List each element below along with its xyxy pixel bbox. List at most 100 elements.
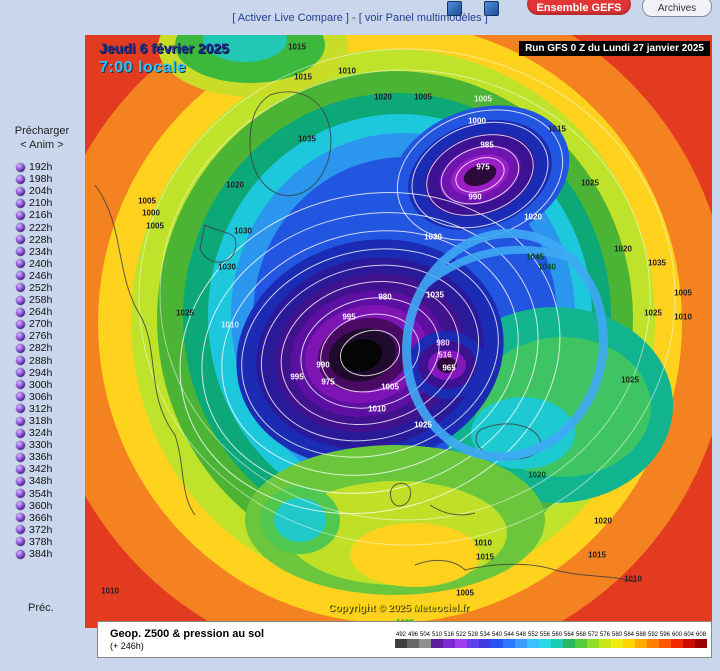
link-live-compare[interactable]: [ Activer Live Compare ]: [232, 12, 349, 24]
timestep-360h[interactable]: 360h: [16, 500, 52, 512]
pressure-label: 1025: [644, 308, 662, 318]
timestep-ball-icon: [16, 537, 25, 547]
pressure-label: 990: [468, 192, 482, 202]
timestep-264h[interactable]: 264h: [16, 306, 52, 318]
timestep-198h[interactable]: 198h: [16, 173, 52, 185]
timestep-282h[interactable]: 282h: [16, 342, 52, 354]
pressure-label: 1015: [294, 72, 312, 82]
timestep-228h[interactable]: 228h: [16, 234, 52, 246]
timestep-372h[interactable]: 372h: [16, 524, 52, 536]
preload-label[interactable]: Précharger: [14, 125, 70, 137]
timestep-294h[interactable]: 294h: [16, 367, 52, 379]
timestep-204h[interactable]: 204h: [16, 185, 52, 197]
timestep-300h[interactable]: 300h: [16, 379, 52, 391]
timestep-222h[interactable]: 222h: [16, 221, 52, 234]
pressure-label: 1000: [142, 208, 160, 218]
timestep-label: 204h: [29, 185, 53, 198]
annotation-circle: [402, 228, 608, 462]
timestep-210h[interactable]: 210h: [16, 197, 52, 209]
timestep-384h[interactable]: 384h: [16, 548, 52, 560]
pressure-label: 1025: [414, 420, 432, 430]
timestep-366h[interactable]: 366h: [16, 512, 52, 524]
timestep-216h[interactable]: 216h: [16, 209, 52, 221]
legend-cell: 580: [611, 631, 623, 648]
timestep-312h[interactable]: 312h: [16, 403, 52, 415]
timestep-ball-icon: [16, 295, 25, 305]
pressure-labels: 1015 1015 1010 1020 1005 1005 1000 985 975 990 101…: [85, 35, 712, 628]
prec-label[interactable]: Préc.: [28, 602, 54, 614]
timestep-label: 348h: [29, 475, 53, 488]
pressure-label: 995: [342, 312, 356, 322]
timestep-ball-icon: [16, 210, 25, 220]
pressure-label: 1010: [368, 404, 386, 414]
timestep-ball-icon: [16, 525, 25, 535]
legend-cell: 568: [575, 631, 587, 648]
toolbar-icon-2[interactable]: [484, 1, 499, 16]
timestep-label: 252h: [29, 281, 53, 294]
archives-button[interactable]: Archives: [642, 0, 712, 17]
timestep-378h[interactable]: 378h: [16, 536, 52, 548]
pressure-label: 1010: [338, 66, 356, 76]
pressure-label: 1015: [548, 124, 566, 134]
timestep-label: 324h: [29, 427, 53, 440]
pressure-label: 1005: [146, 221, 164, 231]
timestep-348h[interactable]: 348h: [16, 475, 52, 487]
pressure-label: 1020: [374, 92, 392, 102]
timestep-234h[interactable]: 234h: [16, 246, 52, 258]
timestep-342h[interactable]: 342h: [16, 463, 52, 475]
pressure-label: 965: [442, 363, 456, 373]
pressure-label: 1010: [221, 320, 239, 330]
pressure-label: 985: [480, 140, 494, 150]
timestep-label: 354h: [29, 487, 53, 500]
legend-cell: 548: [515, 631, 527, 648]
pressure-label: 1025: [581, 178, 599, 188]
top-links-bar: [ Activer Live Compare ] - [ voir Panel …: [232, 12, 488, 24]
timestep-270h[interactable]: 270h: [16, 318, 52, 330]
timestep-label: 312h: [29, 402, 53, 415]
map-date-line1: Jeudi 6 février 2025: [99, 40, 229, 56]
ensemble-gefs-button[interactable]: Ensemble GEFS: [527, 0, 631, 15]
timestep-label: 294h: [29, 366, 53, 379]
link-panel-multimodel[interactable]: [ voir Panel multimodèles ]: [358, 12, 488, 24]
legend-cell: 540: [491, 631, 503, 648]
timestep-330h[interactable]: 330h: [16, 439, 52, 451]
timestep-ball-icon: [16, 162, 25, 172]
pressure-label: 1030: [234, 226, 252, 236]
timestep-354h[interactable]: 354h: [16, 488, 52, 500]
legend-cell: 600: [671, 631, 683, 648]
timestep-324h[interactable]: 324h: [16, 427, 52, 439]
pressure-label: 1025: [176, 308, 194, 318]
legend-cell: 584: [623, 631, 635, 648]
legend-cell: 492: [395, 631, 407, 648]
pressure-label: 516: [438, 350, 452, 360]
timestep-258h[interactable]: 258h: [16, 294, 52, 306]
pressure-label: 1020: [594, 516, 612, 526]
legend-cell: 576: [599, 631, 611, 648]
timestep-label: 300h: [29, 378, 53, 391]
legend-cell: 604: [683, 631, 695, 648]
timestep-label: 258h: [29, 294, 53, 307]
legend-cell: 564: [563, 631, 575, 648]
legend-cell: 596: [659, 631, 671, 648]
timestep-ball-icon: [16, 283, 25, 293]
timestep-ball-icon: [16, 452, 25, 462]
timestep-276h[interactable]: 276h: [16, 330, 52, 342]
timestep-318h[interactable]: 318h: [16, 415, 52, 427]
weather-map[interactable]: Jeudi 6 février 2025 7:00 locale Run GFS…: [85, 35, 712, 628]
timestep-252h[interactable]: 252h: [16, 282, 52, 294]
toolbar-icon-1[interactable]: [447, 1, 462, 16]
timestep-336h[interactable]: 336h: [16, 451, 52, 463]
timestep-306h[interactable]: 306h: [16, 391, 52, 403]
pressure-label: 1035: [648, 258, 666, 268]
pressure-label: 995: [290, 372, 304, 382]
timestep-label: 366h: [29, 511, 53, 524]
timestep-192h[interactable]: 192h: [16, 161, 52, 173]
timestep-label: 282h: [29, 342, 53, 355]
timestep-240h[interactable]: 240h: [16, 258, 52, 270]
timestep-label: 192h: [29, 161, 53, 174]
pressure-label: 1010: [101, 586, 119, 596]
timestep-ball-icon: [16, 198, 25, 208]
anim-label[interactable]: < Anim >: [20, 139, 64, 151]
timestep-288h[interactable]: 288h: [16, 355, 52, 367]
timestep-246h[interactable]: 246h: [16, 270, 52, 282]
